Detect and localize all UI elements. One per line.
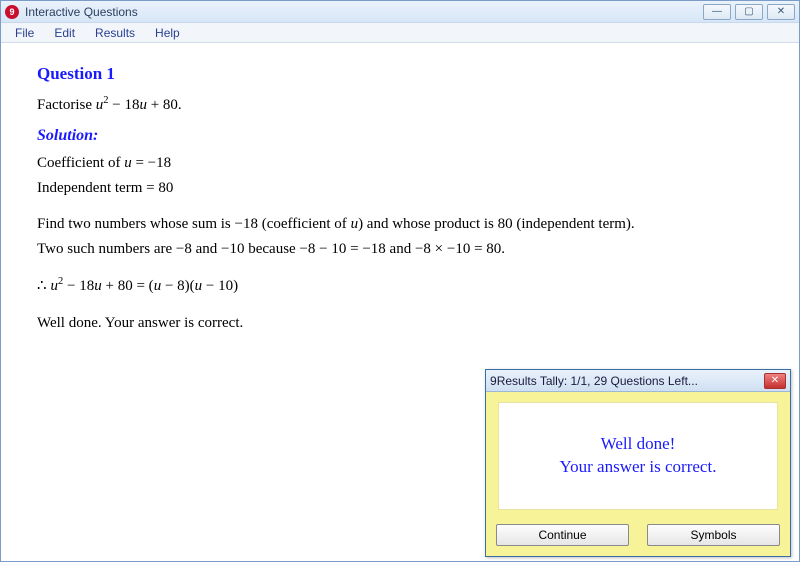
- menu-file[interactable]: File: [5, 24, 44, 42]
- dialog-msg-line1: Well done!: [601, 433, 676, 456]
- prompt-text: Factorise: [37, 97, 96, 113]
- content-area: Question 1 Factorise u2 − 18u + 80. Solu…: [1, 43, 799, 561]
- solution-heading: Solution:: [37, 124, 763, 148]
- dialog-button-row: Continue Symbols: [486, 520, 790, 556]
- minimize-button[interactable]: —: [703, 4, 731, 20]
- results-dialog: 9 Results Tally: 1/1, 29 Questions Left.…: [485, 369, 791, 557]
- main-window: 9 Interactive Questions — ▢ ✕ File Edit …: [0, 0, 800, 562]
- app-icon: 9: [5, 5, 19, 19]
- menubar: File Edit Results Help: [1, 23, 799, 43]
- prompt-expression: u2 − 18u + 80.: [96, 97, 182, 113]
- dialog-icon: 9: [490, 372, 497, 390]
- factorised-result: u2 − 18u + 80 = (u − 8)(u − 10): [37, 274, 763, 298]
- menu-results[interactable]: Results: [85, 24, 145, 42]
- symbols-button[interactable]: Symbols: [647, 524, 780, 546]
- question-title: Question 1: [37, 61, 763, 87]
- coefficient-line: Coefficient of u = −18: [37, 152, 763, 175]
- explain-line-1: Find two numbers whose sum is −18 (coeff…: [37, 213, 763, 236]
- dialog-msg-line2: Your answer is correct.: [560, 456, 717, 479]
- dialog-close-button[interactable]: ✕: [764, 373, 786, 389]
- titlebar: 9 Interactive Questions — ▢ ✕: [1, 1, 799, 23]
- menu-edit[interactable]: Edit: [44, 24, 85, 42]
- close-button[interactable]: ✕: [767, 4, 795, 20]
- independent-term-line: Independent term = 80: [37, 177, 763, 200]
- dialog-body: Well done! Your answer is correct.: [486, 392, 790, 520]
- continue-button[interactable]: Continue: [496, 524, 629, 546]
- menu-help[interactable]: Help: [145, 24, 190, 42]
- dialog-titlebar: 9 Results Tally: 1/1, 29 Questions Left.…: [486, 370, 790, 392]
- dialog-message: Well done! Your answer is correct.: [498, 402, 778, 510]
- feedback-text: Well done. Your answer is correct.: [37, 312, 763, 335]
- window-title: Interactive Questions: [25, 5, 138, 19]
- explain-line-2: Two such numbers are −8 and −10 because …: [37, 238, 763, 261]
- maximize-button[interactable]: ▢: [735, 4, 763, 20]
- question-prompt: Factorise u2 − 18u + 80.: [37, 93, 763, 117]
- dialog-title-text: Results Tally: 1/1, 29 Questions Left...: [497, 372, 698, 390]
